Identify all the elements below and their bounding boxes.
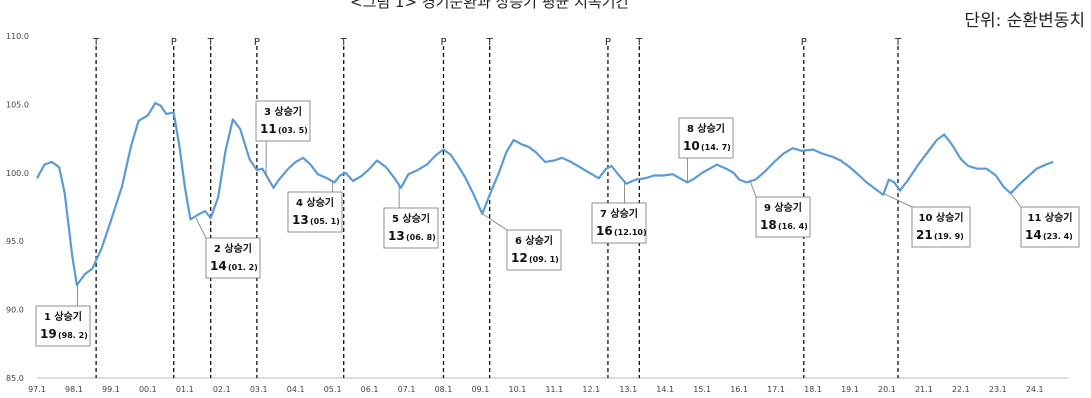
callout-date: (09. 1) [529, 255, 559, 264]
unit-label: 단위: 순환변동치 [964, 11, 1085, 31]
x-tick-label: 01.1 [176, 385, 194, 394]
callout-box [591, 202, 647, 244]
y-tick-label: 110.0 [6, 32, 29, 41]
turning-point-label: P [440, 37, 446, 48]
y-tick-label: 105.0 [6, 100, 29, 109]
y-tick-label: 85.0 [6, 374, 24, 383]
callout-duration: 13 [292, 213, 309, 227]
callout-duration: 14 [210, 259, 227, 273]
turning-point-label: P [605, 37, 611, 48]
callout-duration: 13 [388, 229, 405, 243]
turning-point-label: P [801, 37, 807, 48]
callout-date: (03. 5) [278, 126, 308, 135]
callout-duration: 16 [596, 224, 613, 238]
series-line [36, 101, 1054, 287]
x-tick-label: 17.1 [767, 385, 785, 394]
x-tick-label: 19.1 [841, 385, 859, 394]
callout-date: (16. 4) [778, 222, 808, 231]
x-tick-label: 24.1 [1026, 385, 1044, 394]
callout-name: 7 상승기 [600, 207, 638, 220]
callout-leader [195, 217, 207, 239]
x-tick-label: 07.1 [398, 385, 416, 394]
turning-point-label: T [92, 37, 100, 48]
x-tick-label: 02.1 [213, 385, 231, 394]
y-tick-label: 90.0 [6, 306, 24, 315]
callout-box [383, 207, 439, 249]
callout-name: 2 상승기 [214, 242, 252, 255]
callout-date: (14. 7) [701, 143, 731, 152]
turning-point-label: T [894, 37, 902, 48]
x-tick-label: 06.1 [361, 385, 379, 394]
callout-box [506, 229, 562, 271]
callout-date: (19. 9) [934, 232, 964, 241]
x-tick-label: 15.1 [693, 385, 711, 394]
callout-date: (98. 2) [58, 331, 88, 340]
x-tick-label: 12.1 [582, 385, 600, 394]
callout-box [911, 206, 971, 248]
x-tick-label: 97.1 [28, 385, 46, 394]
callout-box [1020, 206, 1080, 248]
callout-leader [883, 192, 913, 208]
x-tick-label: 09.1 [472, 385, 490, 394]
x-tick-label: 00.1 [139, 385, 157, 394]
callout-name: 3 상승기 [264, 105, 302, 118]
callout-name: 6 상승기 [515, 234, 553, 247]
x-tick-label: 18.1 [804, 385, 822, 394]
x-tick-label: 08.1 [435, 385, 453, 394]
callout-date: (05. 1) [310, 217, 340, 226]
callout-leader [482, 213, 508, 231]
chart-title-partial: <그림 1> 경기순환과 상승기 평균 지속기간 [350, 0, 630, 11]
x-tick-label: 98.1 [65, 385, 83, 394]
callout-name: 1 상승기 [44, 310, 82, 323]
x-tick-label: 99.1 [102, 385, 120, 394]
x-tick-label: 10.1 [508, 385, 526, 394]
turning-point-label: P [254, 37, 260, 48]
callout-name: 5 상승기 [392, 212, 430, 225]
x-tick-label: 16.1 [730, 385, 748, 394]
callout-leader [1010, 193, 1022, 208]
callout-box [205, 237, 261, 279]
callout-leader [749, 180, 757, 198]
callout-box [287, 191, 343, 233]
callout-box [755, 196, 811, 238]
x-tick-label: 22.1 [952, 385, 970, 394]
callout-box [255, 100, 311, 142]
x-tick-label: 11.1 [545, 385, 563, 394]
x-tick-label: 21.1 [915, 385, 933, 394]
turning-point-label: T [486, 37, 494, 48]
callout-duration: 19 [40, 327, 57, 341]
callout-date: (01. 2) [228, 263, 258, 272]
callout-name: 11 상승기 [1028, 211, 1073, 224]
callout-name: 4 상승기 [296, 196, 334, 209]
callout-box [35, 305, 91, 347]
callout-duration: 12 [511, 251, 528, 265]
callout-box [678, 117, 734, 159]
callout-duration: 10 [683, 139, 700, 153]
turning-point-label: T [635, 37, 643, 48]
x-tick-label: 14.1 [656, 385, 674, 394]
x-tick-label: 03.1 [250, 385, 268, 394]
y-tick-label: 95.0 [6, 237, 24, 246]
callout-name: 9 상승기 [764, 201, 802, 214]
callout-duration: 18 [760, 218, 777, 232]
callout-date: (23. 4) [1043, 232, 1073, 241]
turning-point-label: T [207, 37, 215, 48]
callout-date: (12.10) [614, 228, 647, 237]
callout-duration: 14 [1025, 228, 1042, 242]
x-tick-label: 23.1 [989, 385, 1007, 394]
x-tick-label: 13.1 [619, 385, 637, 394]
callout-date: (06. 8) [406, 233, 436, 242]
callout-name: 10 상승기 [919, 211, 964, 224]
turning-point-label: T [340, 37, 348, 48]
x-tick-label: 04.1 [287, 385, 305, 394]
callout-name: 8 상승기 [687, 122, 725, 135]
y-tick-label: 100.0 [6, 169, 29, 178]
callout-duration: 21 [916, 228, 933, 242]
turning-point-label: P [171, 37, 177, 48]
callout-duration: 11 [260, 122, 277, 136]
x-tick-label: 05.1 [324, 385, 342, 394]
x-tick-label: 20.1 [878, 385, 896, 394]
